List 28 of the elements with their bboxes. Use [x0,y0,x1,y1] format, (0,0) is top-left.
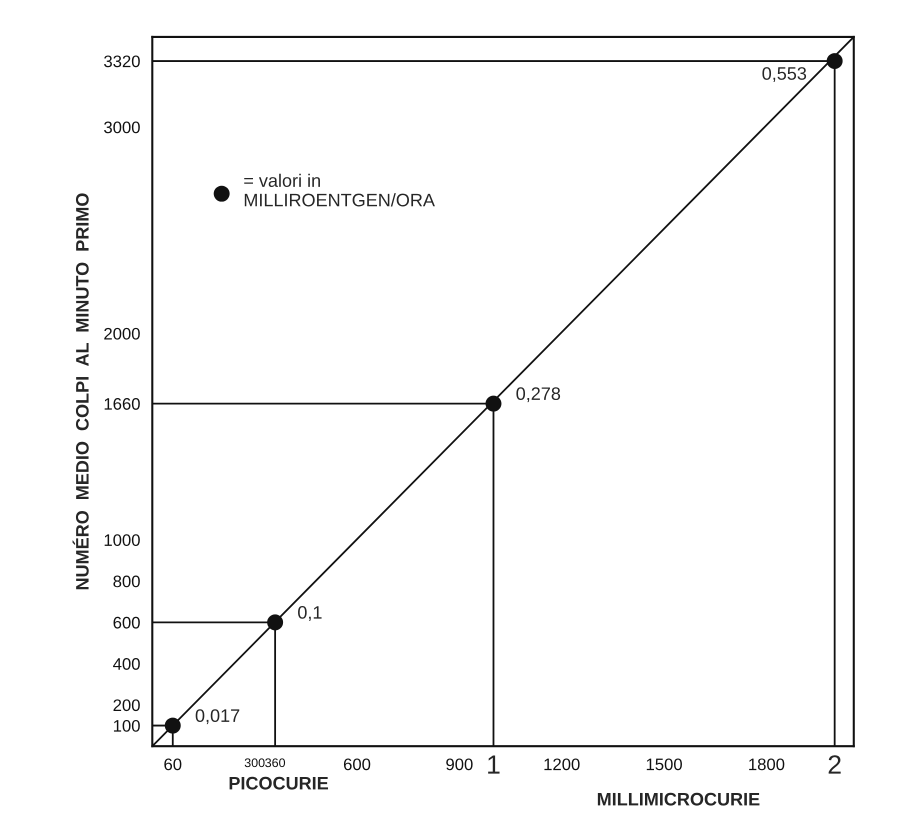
y-tick-label: 200 [114,699,140,712]
x-tick-label: 600 [344,758,370,770]
x-tick-label: 1200 [544,758,580,770]
y-axis-title: NUMÉRO MEDIO COLPI AL MINUTO PRIMO [72,193,89,590]
annotation: 2 [828,755,841,774]
text: MILLIMICROCURIE [598,792,760,806]
y-tick-label: 3320 [104,55,140,68]
annotation: 0,553 [762,67,806,82]
x-tick-label: 360 [265,758,286,768]
annotation: 0,1 [298,606,322,621]
x-tick-label: 1500 [646,758,682,770]
y-tick-label: 400 [113,658,140,670]
y-tick-label: 1660 [104,398,140,410]
annotation: 0,278 [516,387,560,402]
y-tick-label: 100 [114,720,140,732]
y-tick-label: 800 [113,576,140,588]
annotation: 1 [488,756,500,774]
y-tick-label: 3000 [104,121,140,134]
x-tick-label: 1800 [749,758,784,770]
x-axis-title: PICOCURIE [230,776,328,790]
annotation: 0,017 [196,709,240,724]
x-tick-label: 60 [164,758,182,770]
x-tick-label: 900 [446,758,473,770]
y-tick-label: 2000 [104,328,140,340]
y-tick-label: 600 [114,616,140,629]
x-tick-label: 300 [244,758,265,768]
y-tick-label: 1000 [104,534,140,546]
legend-label: = valori in MILLIROENTGEN/ORA [244,174,435,206]
